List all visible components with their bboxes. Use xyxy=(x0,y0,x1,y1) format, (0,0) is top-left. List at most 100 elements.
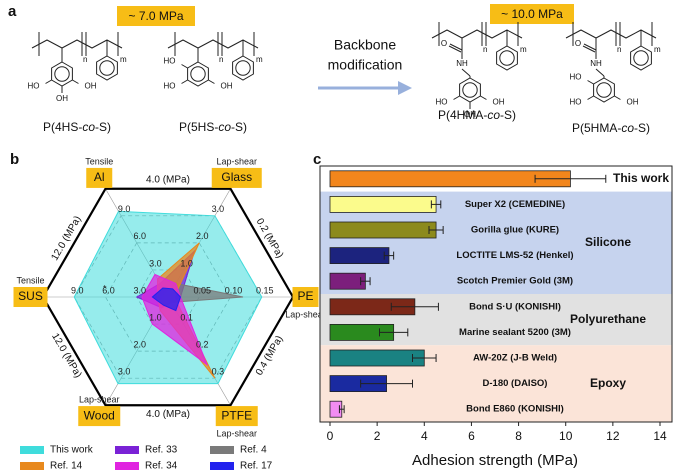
atom-label: n xyxy=(219,55,223,64)
legend-swatch xyxy=(20,446,44,454)
ring-inner xyxy=(99,60,115,76)
radar-tick-label: 0.15 xyxy=(256,285,274,295)
name-part: P(4HMA- xyxy=(438,108,487,122)
axis-test: Lap-shear xyxy=(216,156,257,166)
bar xyxy=(329,195,437,213)
ring-inner xyxy=(499,50,515,66)
name-part: P(5HS- xyxy=(179,120,218,134)
backbone xyxy=(431,29,523,39)
x-tick-label: 12 xyxy=(606,429,620,443)
axis-name-box xyxy=(215,406,258,427)
bond xyxy=(208,79,215,84)
backbone xyxy=(167,39,259,49)
ring xyxy=(496,45,518,71)
x-tick-label: 14 xyxy=(653,429,667,443)
bar xyxy=(329,170,571,188)
molecule-name: P(5HS-co-S) xyxy=(179,120,247,134)
axis-name-box xyxy=(86,167,113,188)
radar-tick-label: 6.0 xyxy=(102,285,115,295)
bar-label: Gorilla glue (KURE) xyxy=(471,225,559,236)
atom-label: HO xyxy=(27,82,39,91)
bar-label: D-180 (DAISO) xyxy=(483,378,548,389)
atom-label: n xyxy=(483,45,487,54)
radar-tick-label: 2.0 xyxy=(196,231,209,241)
backbone xyxy=(31,39,123,49)
radar-tick-label: 9.0 xyxy=(71,285,84,295)
bond xyxy=(583,43,597,51)
radar-tick-label: 6.0 xyxy=(133,231,146,241)
name-part: -S) xyxy=(634,121,650,135)
bar-label: Marine sealant 5200 (3M) xyxy=(459,327,571,338)
axis-name-box xyxy=(292,287,319,307)
axis-test: Lap-shear xyxy=(216,428,257,438)
atom-label: m xyxy=(654,45,661,54)
name-part: co xyxy=(487,108,500,122)
axis-test: Lap-shear xyxy=(285,309,326,319)
radar-tick-label: 3.0 xyxy=(149,258,162,268)
bond xyxy=(587,95,594,100)
atom-label: O xyxy=(441,39,447,48)
axis-test: Tensile xyxy=(16,275,44,285)
bond xyxy=(595,68,605,77)
bond xyxy=(461,68,471,77)
legend-swatch xyxy=(210,462,234,470)
group-label: Silicone xyxy=(585,235,631,249)
radar-tick-label: 1.0 xyxy=(180,258,193,268)
panel-label: a xyxy=(8,3,17,20)
panel-label: b xyxy=(10,151,19,168)
x-tick-label: 2 xyxy=(374,429,381,443)
atom-label: m xyxy=(256,55,263,64)
atom-label: HO xyxy=(163,82,175,91)
bar-label: AW-20Z (J-B Weld) xyxy=(473,353,557,364)
ring-inner xyxy=(633,50,649,66)
axis-test: Tensile xyxy=(85,156,113,166)
legend-label: Ref. 34 xyxy=(145,461,178,472)
x-tick-label: 8 xyxy=(515,429,522,443)
bar-label: Bond S·U (KONISHI) xyxy=(469,301,561,312)
atom-label: n xyxy=(83,55,87,64)
axis-name-box xyxy=(78,406,121,427)
bar xyxy=(329,247,390,265)
strength-box xyxy=(490,4,574,24)
strength-label: ~ 7.0 MPa xyxy=(128,9,183,23)
atom-label: NH xyxy=(456,59,468,68)
bond xyxy=(582,45,596,53)
group-label: Epoxy xyxy=(590,376,626,390)
name-part: co xyxy=(82,120,95,134)
legend-label: This work xyxy=(50,445,94,456)
bond xyxy=(45,79,52,84)
bar xyxy=(329,349,425,367)
legend-swatch xyxy=(115,462,139,470)
strength-label: ~ 10.0 MPa xyxy=(501,7,563,21)
molecule-name: P(4HMA-co-S) xyxy=(438,108,516,122)
atom-label: OH xyxy=(627,98,639,107)
atom-label: n xyxy=(617,45,621,54)
x-tick-label: 6 xyxy=(468,429,475,443)
bond xyxy=(181,64,188,69)
x-tick-label: 4 xyxy=(421,429,428,443)
backbone xyxy=(565,29,657,39)
bond xyxy=(480,95,487,100)
ring-inner xyxy=(596,82,612,98)
annotation: * xyxy=(103,283,107,293)
bar-label: LOCTITE LMS-52 (Henkel) xyxy=(456,250,573,261)
name-part: -S) xyxy=(95,120,111,134)
radar-tick-label: 0.10 xyxy=(225,285,243,295)
axis-name: SUS xyxy=(18,289,43,303)
radar-tick-label: 3.0 xyxy=(118,367,131,377)
atom-label: O xyxy=(575,39,581,48)
axis-max-label: 4.0 (MPa) xyxy=(146,174,190,185)
legend-swatch xyxy=(210,446,234,454)
axis-name-box xyxy=(13,287,48,307)
atom-label: HO xyxy=(569,73,581,82)
atom-label: m xyxy=(120,55,127,64)
bond xyxy=(181,79,188,84)
radar-tick-label: 1.0 xyxy=(149,312,162,322)
atom-label: HO xyxy=(569,98,581,107)
radar-tick-label: 0.2 xyxy=(196,340,209,350)
atom-label: HO xyxy=(163,57,175,66)
axis-name: PTFE xyxy=(221,408,252,422)
bar-label: Bond E860 (KONISHI) xyxy=(466,404,564,415)
arrow-head xyxy=(398,81,412,95)
